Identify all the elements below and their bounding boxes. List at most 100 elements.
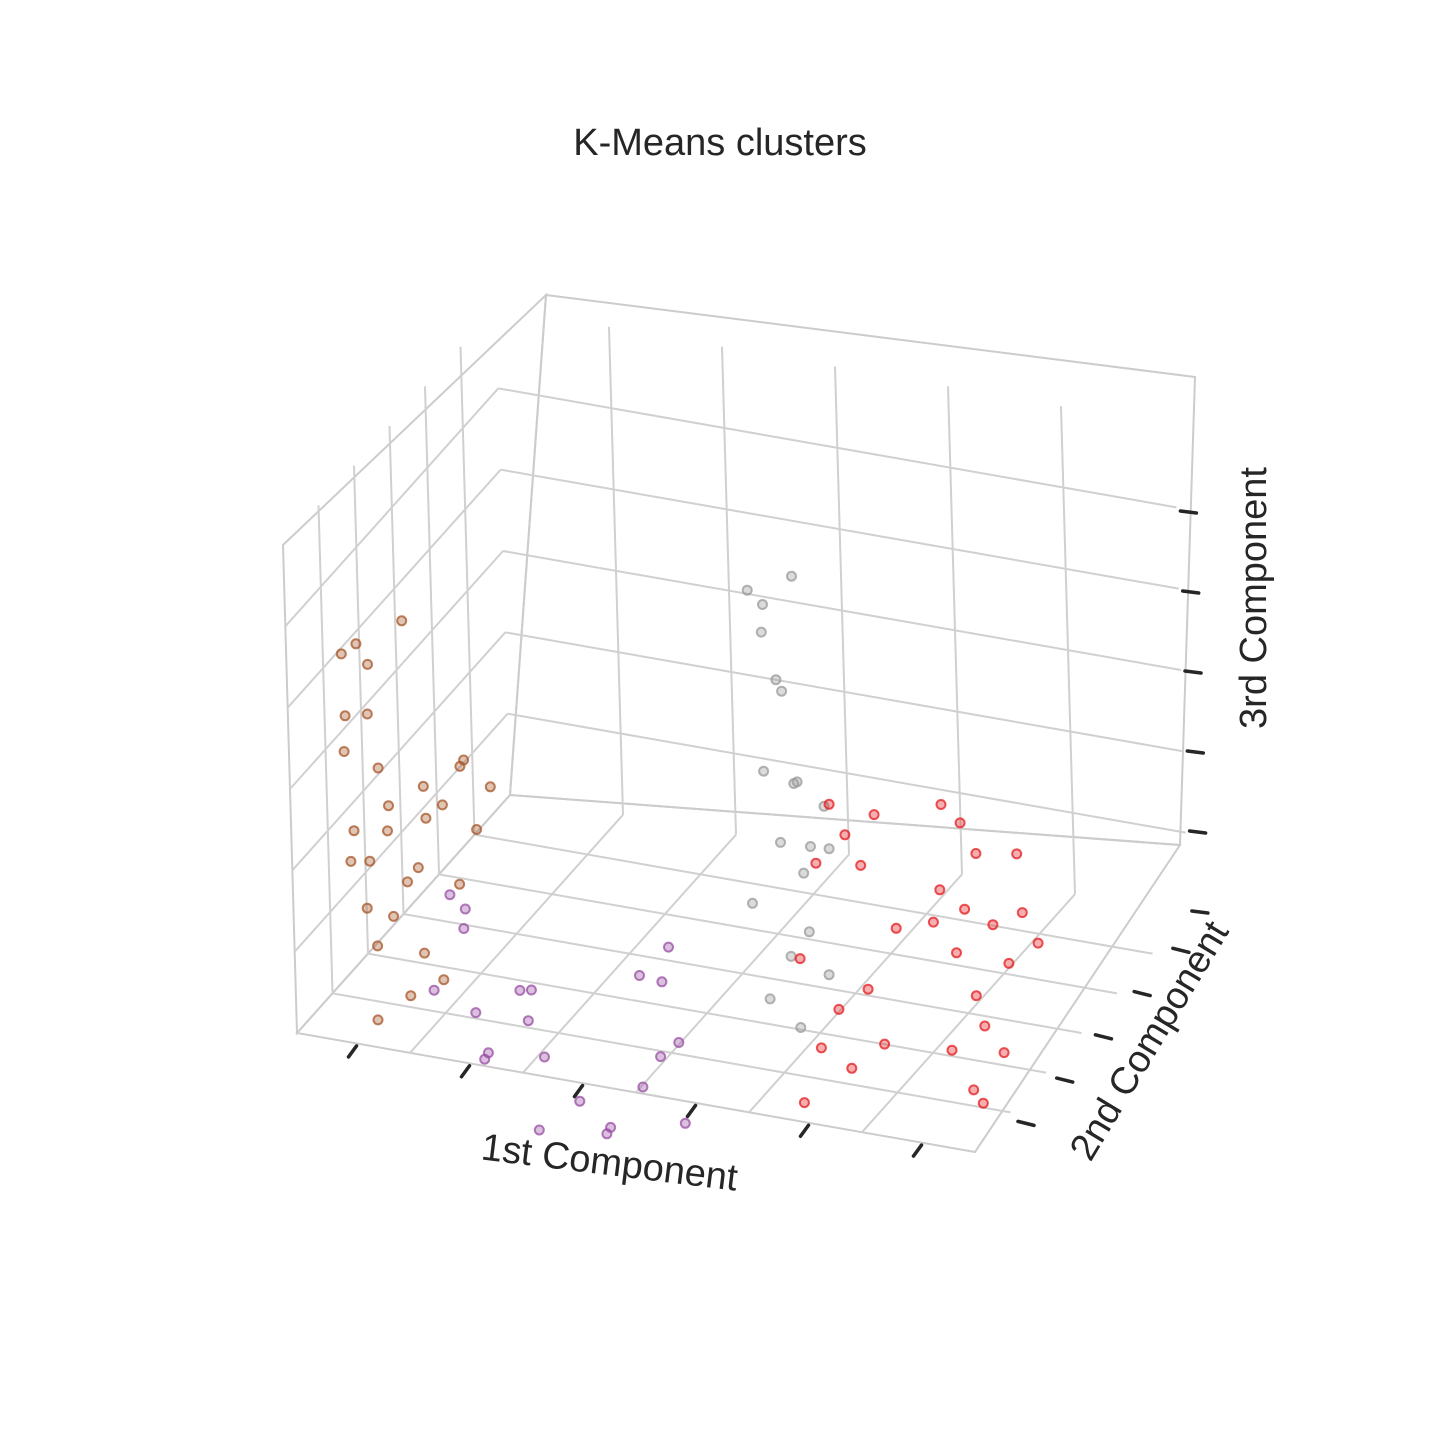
scatter-points bbox=[335, 570, 1044, 1140]
scatter-point bbox=[601, 1128, 613, 1140]
scatter-point bbox=[361, 902, 373, 914]
grid-lines bbox=[284, 326, 1186, 1133]
x-axis-tick bbox=[685, 1103, 698, 1119]
x-axis-tick bbox=[346, 1044, 359, 1059]
scatter-point bbox=[798, 867, 810, 879]
scatter-point bbox=[348, 825, 360, 837]
scatter-point bbox=[454, 878, 466, 890]
scatter-point bbox=[741, 584, 753, 596]
z-axis-tick bbox=[1185, 749, 1206, 755]
scatter-point bbox=[1032, 937, 1044, 949]
scatter-point bbox=[412, 862, 424, 874]
scatter-point bbox=[946, 1044, 958, 1056]
y-axis-tick bbox=[1171, 946, 1191, 955]
y-axis-label: 2nd Component bbox=[1062, 914, 1238, 1168]
scatter-point bbox=[525, 984, 537, 996]
y-axis-tick bbox=[1016, 1119, 1036, 1128]
scatter-point bbox=[791, 776, 803, 788]
x-axis-tick bbox=[911, 1143, 924, 1158]
scatter-point bbox=[428, 984, 440, 996]
scatter-point bbox=[402, 876, 413, 888]
scatter-point bbox=[471, 824, 483, 835]
scatter-point bbox=[539, 1051, 550, 1063]
scatter-point bbox=[775, 836, 786, 848]
scatter-point bbox=[970, 990, 982, 1002]
scatter-point bbox=[890, 922, 902, 934]
scatter-point bbox=[479, 1053, 491, 1065]
scatter-point bbox=[388, 910, 400, 922]
scatter-point bbox=[970, 848, 982, 859]
series-3 bbox=[741, 570, 835, 1033]
scatter-point bbox=[470, 1007, 482, 1019]
scatter-point bbox=[361, 708, 373, 720]
scatter-point bbox=[868, 809, 880, 821]
z-axis-tick bbox=[1183, 669, 1203, 675]
scatter-point bbox=[786, 570, 797, 582]
scatter-point bbox=[927, 916, 939, 928]
grid-line-z-left bbox=[284, 387, 500, 628]
scatter-point bbox=[655, 1051, 667, 1063]
scatter-point bbox=[810, 857, 822, 869]
scatter-point bbox=[823, 798, 835, 810]
scatter-point bbox=[372, 1014, 384, 1026]
grid-line-y-floor bbox=[403, 913, 1082, 1034]
scatter-point bbox=[935, 799, 947, 810]
scatter-point bbox=[405, 990, 417, 1002]
scatter-point bbox=[934, 884, 946, 896]
scatter-point bbox=[954, 817, 966, 829]
grid-line-y-floor bbox=[438, 873, 1118, 995]
series-1 bbox=[335, 615, 496, 1026]
scatter-point bbox=[679, 1117, 691, 1129]
scatter-point bbox=[879, 1038, 891, 1050]
z-axis-tick bbox=[1180, 589, 1201, 595]
scatter-point bbox=[815, 1042, 827, 1054]
scatter-point bbox=[663, 941, 674, 953]
scatter-point bbox=[1011, 848, 1023, 860]
scatter-point bbox=[805, 841, 816, 852]
scatter-point bbox=[959, 903, 971, 915]
scatter-point bbox=[634, 970, 645, 981]
scatter-point bbox=[438, 974, 450, 986]
scatter-point bbox=[673, 1037, 685, 1048]
y-axis-tick bbox=[1054, 1076, 1075, 1084]
scatter-point bbox=[339, 710, 351, 722]
scatter-point bbox=[757, 599, 768, 610]
scatter-point bbox=[514, 984, 526, 996]
scatter-point bbox=[484, 781, 496, 793]
scatter-point bbox=[350, 638, 362, 650]
series-2 bbox=[428, 889, 691, 1140]
scatter-point bbox=[382, 825, 393, 837]
scatter-point bbox=[846, 1062, 858, 1074]
scatter-point bbox=[1016, 907, 1028, 919]
z-axis-tick bbox=[1190, 909, 1210, 915]
scatter-point bbox=[977, 1097, 989, 1109]
scatter-point bbox=[459, 903, 471, 915]
grid-line-z-back bbox=[498, 387, 1177, 509]
x-axis-tick bbox=[798, 1123, 811, 1138]
scatter-point bbox=[417, 780, 429, 792]
z-axis-label: 3rd Component bbox=[1233, 467, 1275, 729]
scatter-point bbox=[770, 674, 782, 686]
scatter-point bbox=[1003, 957, 1015, 969]
scatter-point bbox=[979, 1020, 991, 1032]
z-axis-tick bbox=[1187, 829, 1208, 835]
scatter-point bbox=[458, 923, 470, 934]
y-axis-tick bbox=[1093, 1033, 1114, 1041]
scatter-point bbox=[383, 800, 394, 812]
scatter-point bbox=[951, 947, 962, 959]
scatter-point bbox=[574, 1095, 586, 1107]
x-axis-tick bbox=[459, 1064, 472, 1079]
scatter-point bbox=[839, 829, 851, 841]
scatter-point bbox=[444, 889, 456, 901]
scatter-point bbox=[764, 993, 776, 1005]
scatter-point bbox=[823, 969, 835, 981]
scatter-point bbox=[458, 754, 470, 766]
scatter-point bbox=[364, 855, 376, 867]
x-axis-tick bbox=[572, 1083, 585, 1099]
grid-line-y-floor bbox=[474, 833, 1153, 955]
scatter-point bbox=[758, 765, 770, 777]
grid-line-z-back bbox=[502, 550, 1182, 671]
scatter-point bbox=[338, 746, 350, 757]
scatter-point bbox=[419, 947, 430, 959]
